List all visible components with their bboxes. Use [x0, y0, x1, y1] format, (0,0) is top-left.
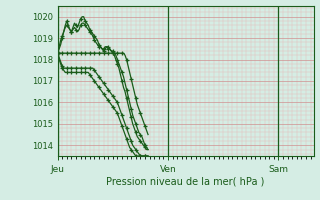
X-axis label: Pression niveau de la mer( hPa ): Pression niveau de la mer( hPa ) — [107, 177, 265, 187]
